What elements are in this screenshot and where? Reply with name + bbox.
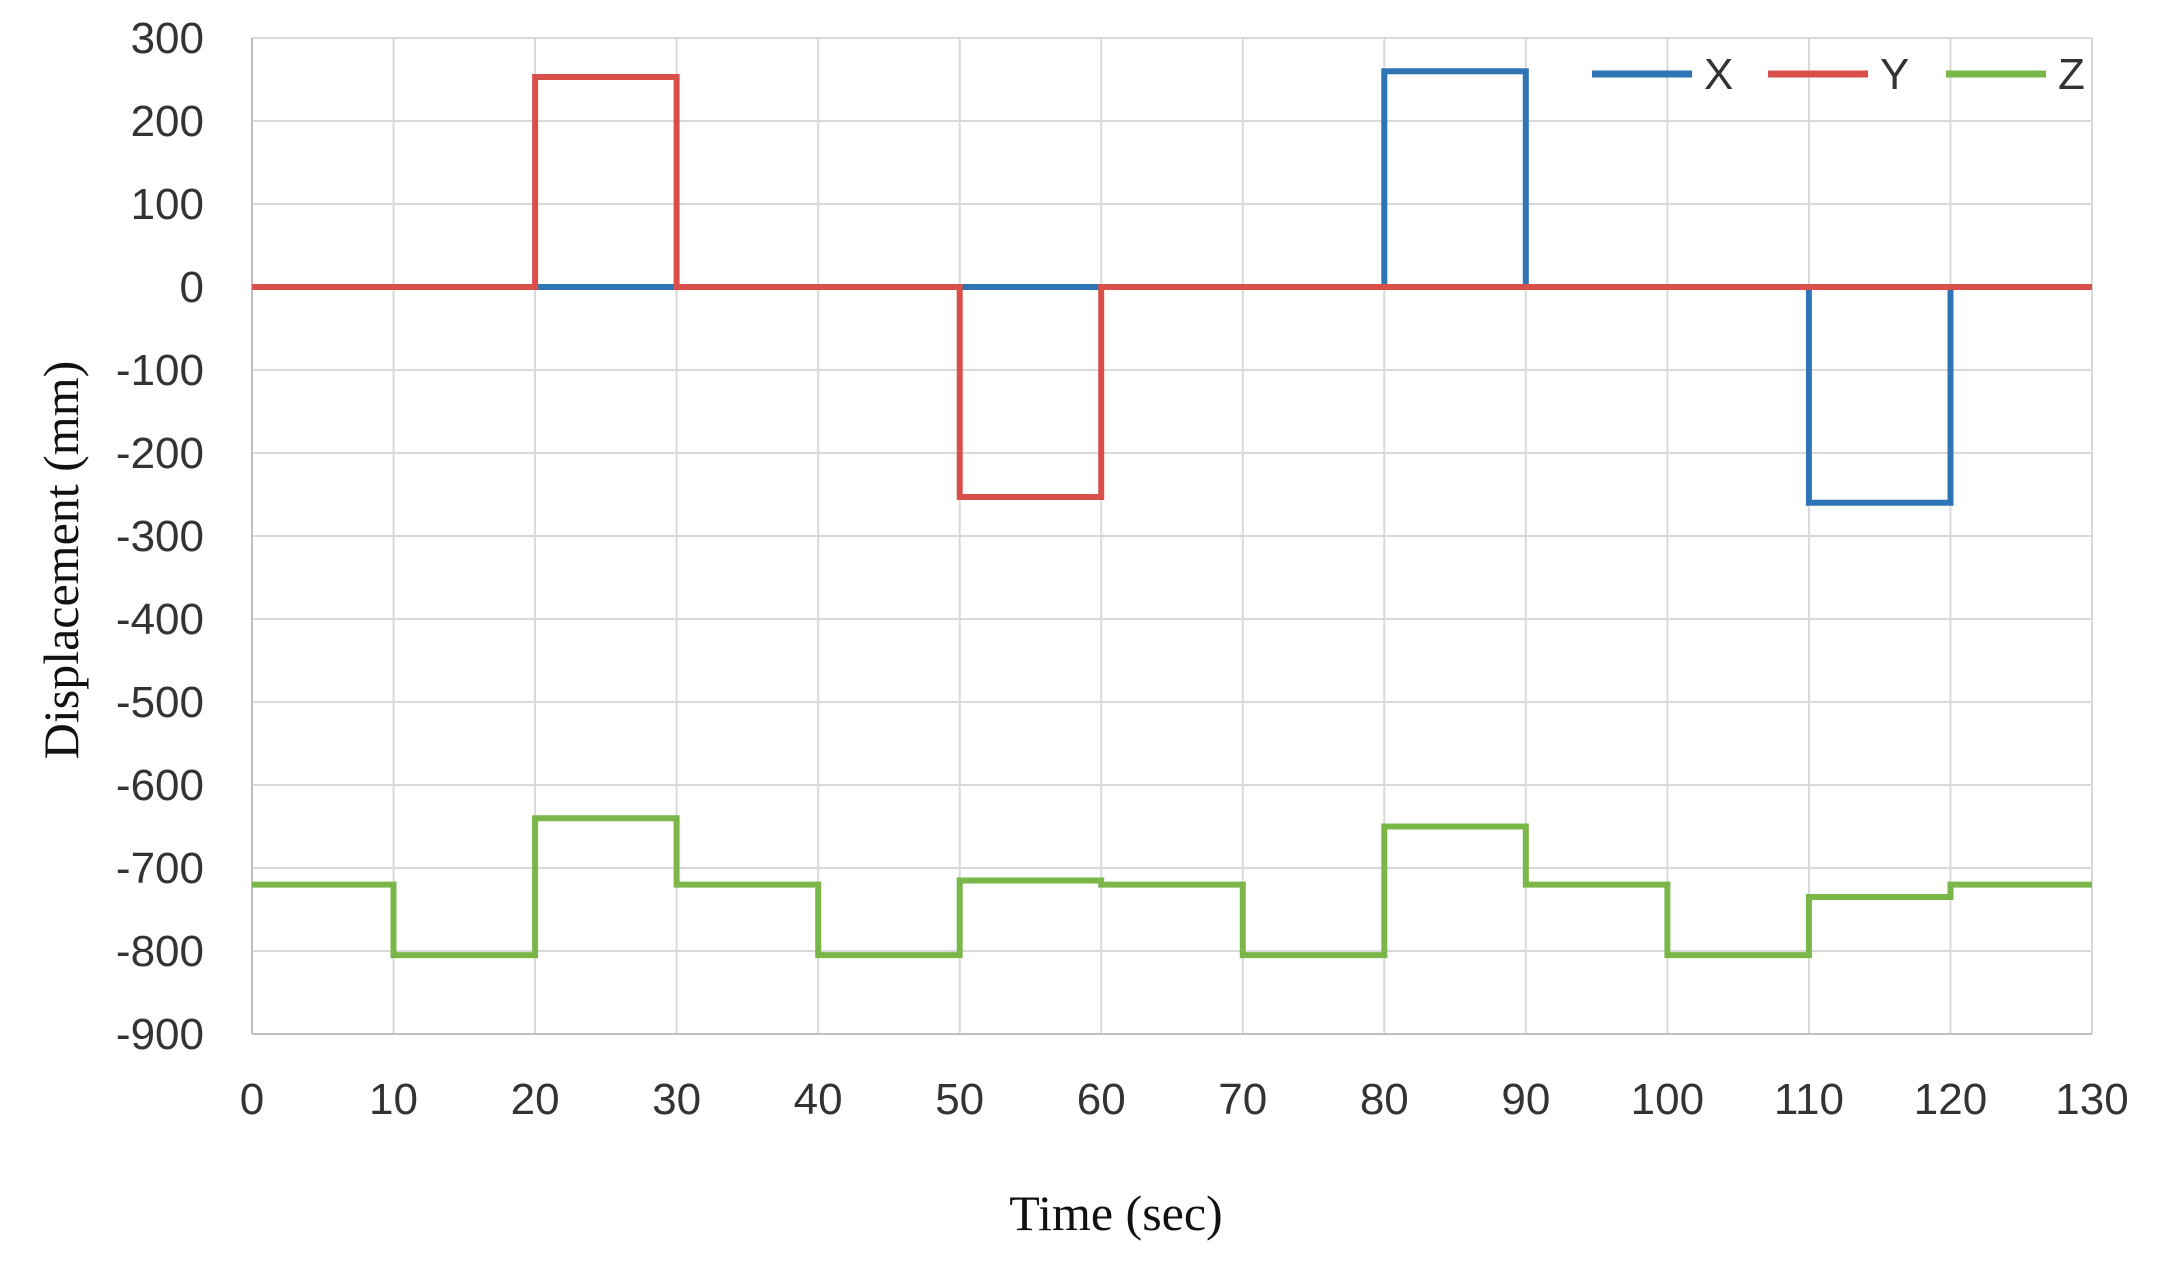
x-tick-label: 130 — [2055, 1075, 2128, 1124]
y-tick-label: -400 — [116, 595, 204, 644]
x-tick-label: 90 — [1501, 1075, 1550, 1124]
legend: X Y Z — [1592, 50, 2085, 99]
y-tick-labels: 300 200 100 0 -100 -200 -300 -400 -500 -600 -700 -8… — [116, 14, 204, 1059]
x-tick-label: 40 — [794, 1075, 843, 1124]
x-tick-label: 50 — [935, 1075, 984, 1124]
series-line-z — [252, 815, 2092, 959]
y-tick-label: -300 — [116, 512, 204, 561]
x-tick-label: 110 — [1774, 1075, 1844, 1124]
series-lines — [252, 68, 2092, 959]
x-tick-label: 10 — [369, 1075, 418, 1124]
x-tick-label: 60 — [1077, 1075, 1126, 1124]
x-tick-label: 120 — [1914, 1075, 1987, 1124]
y-axis-title: Displacement (mm) — [33, 361, 89, 760]
y-tick-label: 0 — [180, 263, 204, 312]
legend-label-y: Y — [1880, 50, 1909, 99]
series-line-x — [252, 68, 2092, 506]
axes — [251, 38, 2092, 1035]
legend-label-x: X — [1704, 50, 1733, 99]
y-tick-label: 100 — [131, 180, 204, 229]
y-tick-label: -700 — [116, 844, 204, 893]
y-tick-label: -200 — [116, 429, 204, 478]
x-tick-label: 30 — [652, 1075, 701, 1124]
x-tick-label: 80 — [1360, 1075, 1409, 1124]
y-tick-label: -800 — [116, 927, 204, 976]
series-line-y — [252, 74, 2092, 500]
x-tick-label: 0 — [240, 1075, 264, 1124]
legend-label-z: Z — [2058, 50, 2085, 99]
y-tick-label: -500 — [116, 678, 204, 727]
x-tick-label: 70 — [1218, 1075, 1267, 1124]
x-tick-label: 20 — [511, 1075, 560, 1124]
y-tick-label: 200 — [131, 97, 204, 146]
y-tick-label: 300 — [131, 14, 204, 63]
y-tick-label: -900 — [116, 1010, 204, 1059]
x-axis-title: Time (sec) — [1009, 1185, 1222, 1241]
y-tick-label: -600 — [116, 761, 204, 810]
x-tick-label: 100 — [1631, 1075, 1704, 1124]
x-tick-labels: 0 10 20 30 40 50 60 70 80 90 100 110 120 130 — [240, 1075, 2129, 1124]
y-tick-label: -100 — [116, 346, 204, 395]
